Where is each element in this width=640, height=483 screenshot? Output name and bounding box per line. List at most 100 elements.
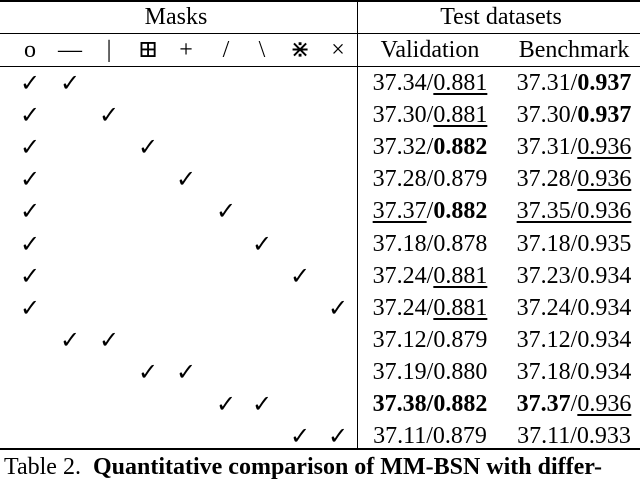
score-segment: 37.32 bbox=[372, 134, 427, 161]
score-segment: / bbox=[426, 134, 434, 161]
check-mark-icon: ✓ bbox=[98, 325, 120, 354]
score-segment: 37.37 bbox=[516, 391, 571, 417]
benchmark-score-cell: 37.35/0.936 bbox=[517, 195, 632, 227]
benchmark-score-cell: 37.31/0.936 bbox=[517, 131, 632, 163]
score-segment: 37.34 bbox=[372, 70, 427, 96]
mask-symbol-header: / bbox=[222, 37, 230, 63]
check-mark-icon: ✓ bbox=[289, 261, 311, 290]
score-segment: 37.38/0.882 bbox=[372, 391, 488, 417]
validation-column-header: Validation bbox=[380, 37, 480, 63]
caption-label: Table 2. bbox=[4, 454, 81, 480]
benchmark-score-cell: 37.18/0.934 bbox=[517, 356, 632, 388]
check-mark-icon: ✓ bbox=[19, 101, 41, 130]
mask-symbol-header: — bbox=[58, 37, 82, 63]
check-mark-icon: ✓ bbox=[59, 325, 81, 354]
header-top-rule bbox=[0, 0, 640, 2]
validation-score-cell: 37.12/0.879 bbox=[373, 324, 488, 356]
check-mark-icon: ✓ bbox=[289, 422, 311, 451]
score-segment: / bbox=[426, 198, 434, 225]
check-mark-icon: ✓ bbox=[215, 197, 237, 226]
benchmark-score-cell: 37.28/0.936 bbox=[517, 163, 632, 195]
validation-score-cell: 37.32/0.882 bbox=[373, 131, 488, 163]
score-segment: 37.31 bbox=[516, 70, 571, 96]
check-mark-icon: ✓ bbox=[19, 165, 41, 194]
benchmark-score-cell: 37.31/0.937 bbox=[517, 67, 632, 99]
check-mark-icon: ✓ bbox=[137, 357, 159, 386]
score-segment: 0.881 bbox=[433, 294, 488, 321]
validation-score-cell: 37.38/0.882 bbox=[373, 388, 488, 420]
check-mark-icon: ✓ bbox=[98, 101, 120, 130]
mask-symbol-header: \ bbox=[258, 37, 266, 63]
score-segment: 37.28/0.879 bbox=[372, 166, 488, 193]
mask-symbol-header: ⊞ bbox=[137, 37, 159, 63]
validation-score-cell: 37.11/0.879 bbox=[373, 420, 487, 452]
score-segment: 37.37 bbox=[372, 198, 427, 225]
score-segment: 0.937 bbox=[577, 70, 632, 96]
check-mark-icon: ✓ bbox=[19, 197, 41, 226]
score-segment: 37.24/0.934 bbox=[516, 294, 632, 321]
validation-score-cell: 37.28/0.879 bbox=[373, 163, 488, 195]
validation-score-cell: 37.18/0.878 bbox=[373, 228, 488, 260]
benchmark-score-cell: 37.11/0.933 bbox=[517, 420, 631, 452]
benchmark-score-cell: 37.23/0.934 bbox=[517, 260, 632, 292]
score-segment: 37.35/0.936 bbox=[516, 198, 632, 225]
score-segment: 0.882 bbox=[433, 198, 488, 225]
score-segment: 37.30 bbox=[516, 102, 571, 129]
check-mark-icon: ✓ bbox=[327, 293, 349, 322]
group-separator-vertical bbox=[357, 0, 358, 448]
benchmark-score-cell: 37.12/0.934 bbox=[517, 324, 632, 356]
check-mark-icon: ✓ bbox=[19, 229, 41, 258]
score-segment: / bbox=[570, 166, 578, 193]
check-mark-icon: ✓ bbox=[137, 133, 159, 162]
validation-score-cell: 37.30/0.881 bbox=[373, 99, 488, 131]
validation-score-cell: 37.37/0.882 bbox=[373, 195, 488, 227]
score-segment: / bbox=[426, 262, 434, 289]
masks-group-header: Masks bbox=[144, 4, 208, 30]
score-segment: 0.881 bbox=[433, 102, 488, 129]
column-header-rule bbox=[0, 66, 640, 67]
score-segment: 37.11/0.879 bbox=[373, 423, 487, 450]
mask-symbol-header: × bbox=[331, 37, 345, 63]
mask-symbol-header: | bbox=[106, 37, 112, 63]
score-segment: 0.881 bbox=[433, 262, 488, 289]
score-segment: 0.937 bbox=[577, 102, 632, 129]
check-mark-icon: ✓ bbox=[59, 69, 81, 97]
score-segment: / bbox=[426, 102, 434, 129]
check-mark-icon: ✓ bbox=[19, 133, 41, 162]
score-segment: 37.23/0.934 bbox=[516, 262, 632, 289]
score-segment: 0.936 bbox=[577, 391, 632, 417]
mask-symbol-header: ⋇ bbox=[289, 37, 311, 63]
check-mark-icon: ✓ bbox=[327, 422, 349, 451]
table-bottom-rule bbox=[0, 448, 640, 450]
score-segment: 37.24 bbox=[372, 294, 427, 321]
score-segment: / bbox=[426, 70, 434, 96]
score-segment: 37.28 bbox=[516, 166, 571, 193]
score-segment: 37.12/0.934 bbox=[516, 326, 632, 353]
mask-symbol-header: o bbox=[24, 37, 36, 63]
validation-score-cell: 37.24/0.881 bbox=[373, 292, 488, 324]
test-datasets-group-header: Test datasets bbox=[440, 4, 562, 30]
mask-symbol-header: + bbox=[179, 37, 193, 63]
validation-score-cell: 37.24/0.881 bbox=[373, 260, 488, 292]
score-segment: 37.30 bbox=[372, 102, 427, 129]
caption-text: Quantitative comparison of MM-BSN with d… bbox=[92, 454, 603, 480]
benchmark-score-cell: 37.24/0.934 bbox=[517, 292, 632, 324]
group-header-rule bbox=[0, 33, 640, 34]
validation-score-cell: 37.19/0.880 bbox=[373, 356, 488, 388]
check-mark-icon: ✓ bbox=[175, 165, 197, 194]
score-segment: 37.19/0.880 bbox=[372, 358, 488, 385]
score-segment: 0.882 bbox=[433, 134, 488, 161]
score-segment: 0.936 bbox=[577, 166, 632, 193]
score-segment: 37.31 bbox=[516, 134, 571, 161]
check-mark-icon: ✓ bbox=[19, 261, 41, 290]
check-mark-icon: ✓ bbox=[175, 357, 197, 386]
score-segment: 37.11/0.933 bbox=[517, 423, 631, 450]
score-segment: 37.18/0.934 bbox=[516, 358, 632, 385]
score-segment: 37.24 bbox=[372, 262, 427, 289]
score-segment: 37.18/0.878 bbox=[372, 230, 488, 257]
benchmark-column-header: Benchmark bbox=[518, 37, 630, 63]
benchmark-score-cell: 37.37/0.936 bbox=[517, 388, 632, 420]
score-segment: / bbox=[570, 70, 578, 96]
score-segment: 0.936 bbox=[577, 134, 632, 161]
score-segment: 0.881 bbox=[433, 70, 488, 96]
